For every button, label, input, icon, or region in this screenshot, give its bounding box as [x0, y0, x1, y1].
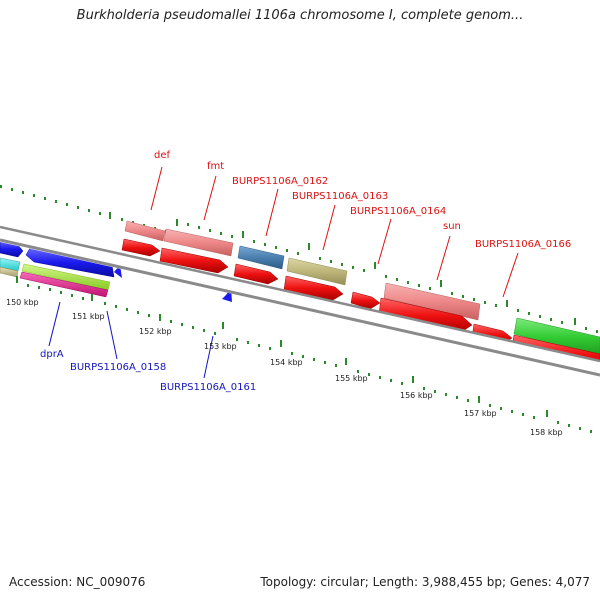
gene-red-3[interactable]: [233, 263, 279, 285]
gene-BURPS1106A-0166[interactable]: [513, 317, 600, 357]
tick-label: 150 kbp: [6, 298, 39, 307]
gene-label-sun[interactable]: sun: [443, 221, 461, 232]
gene-labels: def fmt BURPS1106A_0162 BURPS1106A_0163 …: [40, 150, 571, 393]
tick-label: 157 kbp: [464, 409, 497, 418]
tick-label: 158 kbp: [530, 428, 563, 437]
gene-BURPS1106A-0162[interactable]: [237, 245, 285, 270]
gene-fmt[interactable]: [163, 228, 234, 257]
gene-label-0164[interactable]: BURPS1106A_0164: [350, 206, 446, 217]
map-title: Burkholderia pseudomallei 1106a chromoso…: [76, 8, 524, 23]
tick-label: 152 kbp: [139, 327, 172, 336]
top-leader-lines: [150, 166, 519, 298]
gene-sun[interactable]: [383, 282, 481, 321]
tick-labels: 150 kbp 151 kbp 152 kbp 153 kbp 154 kbp …: [6, 298, 563, 437]
genome-info-text: Topology: circular; Length: 3,988,455 bp…: [260, 575, 590, 589]
gene-row-upper: [124, 220, 600, 357]
gene-red-2[interactable]: [159, 247, 229, 274]
gene-label-0166[interactable]: BURPS1106A_0166: [475, 239, 571, 250]
gene-label-dprA[interactable]: dprA: [40, 349, 64, 360]
outer-tick-track: [0, 185, 598, 333]
gene-red-5[interactable]: [350, 291, 381, 310]
tick-label: 151 kbp: [72, 312, 105, 321]
gene-label-fmt[interactable]: fmt: [207, 161, 224, 172]
gene-red-1[interactable]: [121, 238, 161, 257]
tick-label: 155 kbp: [335, 374, 368, 383]
gene-label-0161[interactable]: BURPS1106A_0161: [160, 382, 256, 393]
gene-BURPS1106A-0158[interactable]: [19, 271, 109, 298]
gene-label-0158[interactable]: BURPS1106A_0158: [70, 362, 166, 373]
tick-label: 153 kbp: [204, 342, 237, 351]
gene-label-0162[interactable]: BURPS1106A_0162: [232, 176, 328, 187]
bottom-leader-lines: [48, 301, 214, 379]
gene-red-4[interactable]: [283, 275, 344, 301]
gene-label-0163[interactable]: BURPS1106A_0163: [292, 191, 388, 202]
genome-backbone: [0, 225, 600, 377]
gene-def[interactable]: [124, 220, 166, 242]
inner-tick-track: [16, 276, 592, 433]
accession-text: Accession: NC_009076: [9, 575, 146, 589]
gene-BURPS1106A-0163[interactable]: [286, 257, 348, 286]
tick-label: 156 kbp: [400, 391, 433, 400]
tick-label: 154 kbp: [270, 358, 303, 367]
gene-label-def[interactable]: def: [154, 150, 171, 161]
